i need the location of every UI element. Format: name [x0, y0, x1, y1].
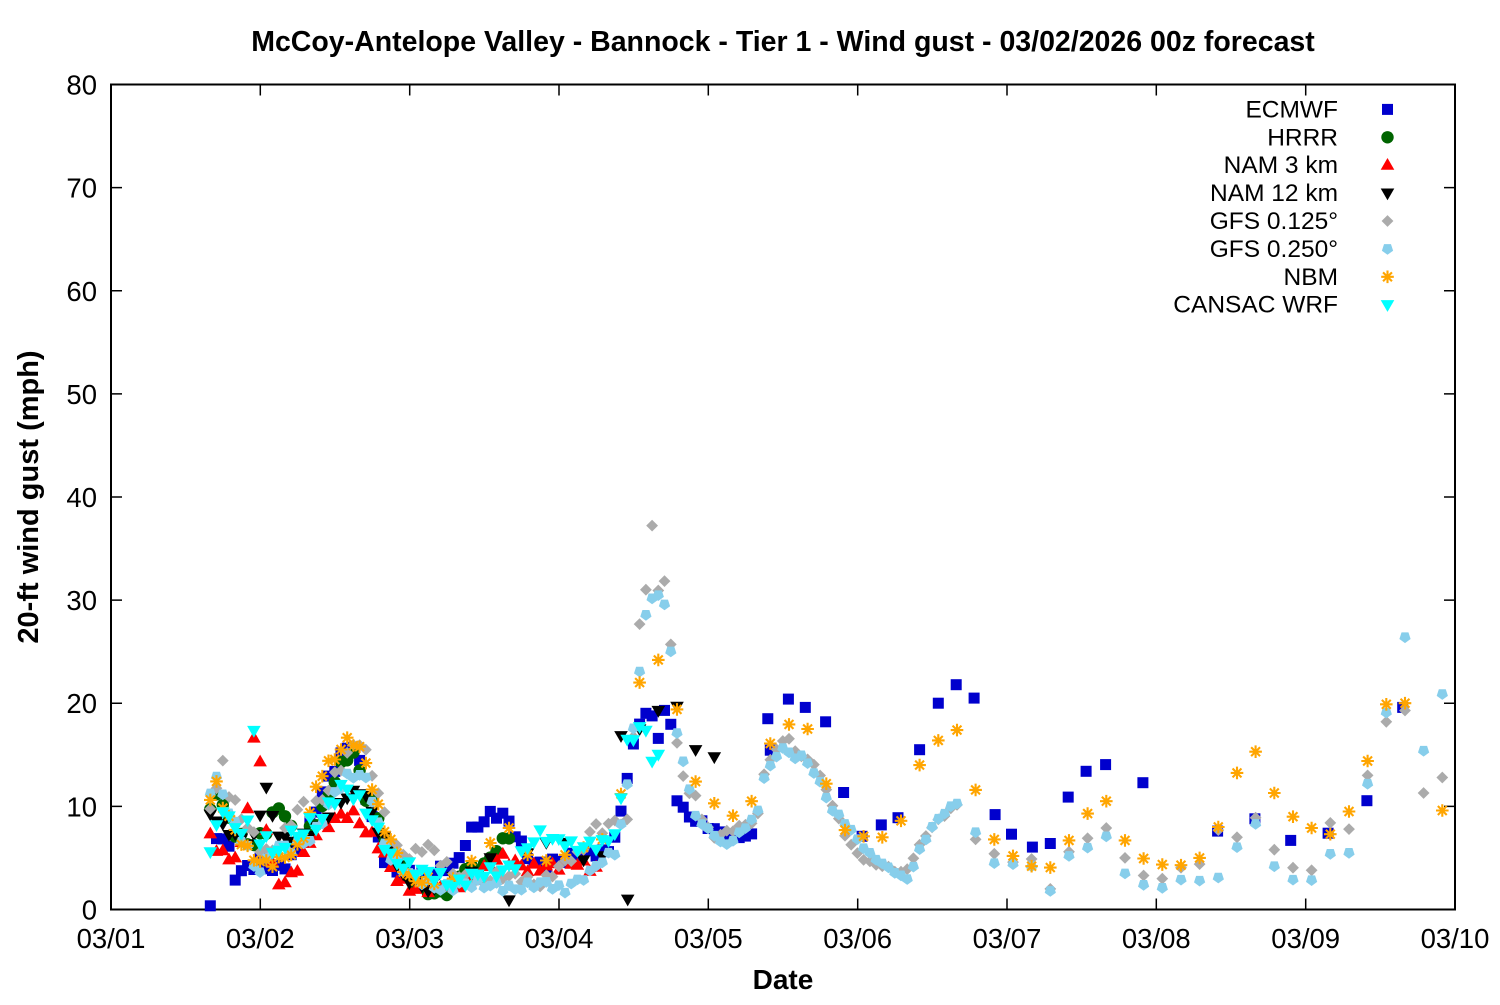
svg-text:03/08: 03/08: [1122, 923, 1191, 954]
svg-text:03/01: 03/01: [77, 923, 146, 954]
svg-text:60: 60: [66, 276, 97, 307]
svg-text:GFS 0.250°: GFS 0.250°: [1210, 236, 1338, 263]
svg-text:Date: Date: [753, 964, 814, 995]
svg-text:NAM 3 km: NAM 3 km: [1224, 152, 1338, 179]
svg-text:0: 0: [82, 895, 97, 926]
svg-text:20-ft wind gust (mph): 20-ft wind gust (mph): [13, 350, 45, 643]
svg-text:CANSAC WRF: CANSAC WRF: [1173, 292, 1338, 319]
svg-text:03/09: 03/09: [1271, 923, 1340, 954]
svg-text:NAM 12 km: NAM 12 km: [1210, 180, 1338, 207]
svg-text:40: 40: [66, 482, 97, 513]
svg-text:03/03: 03/03: [375, 923, 444, 954]
svg-text:03/05: 03/05: [674, 923, 743, 954]
svg-text:NBM: NBM: [1284, 264, 1338, 291]
svg-text:80: 80: [66, 70, 97, 101]
svg-text:03/04: 03/04: [525, 923, 594, 954]
svg-text:McCoy-Antelope Valley - Bannoc: McCoy-Antelope Valley - Bannock - Tier 1…: [251, 26, 1315, 58]
svg-text:10: 10: [66, 791, 97, 822]
svg-text:30: 30: [66, 585, 97, 616]
svg-text:HRRR: HRRR: [1267, 124, 1338, 151]
svg-text:03/06: 03/06: [823, 923, 892, 954]
svg-text:70: 70: [66, 173, 97, 204]
svg-text:50: 50: [66, 379, 97, 410]
svg-text:03/02: 03/02: [226, 923, 295, 954]
svg-text:03/07: 03/07: [973, 923, 1042, 954]
svg-text:03/10: 03/10: [1421, 923, 1490, 954]
svg-text:GFS 0.125°: GFS 0.125°: [1210, 208, 1338, 235]
svg-text:20: 20: [66, 688, 97, 719]
svg-text:ECMWF: ECMWF: [1245, 96, 1338, 123]
